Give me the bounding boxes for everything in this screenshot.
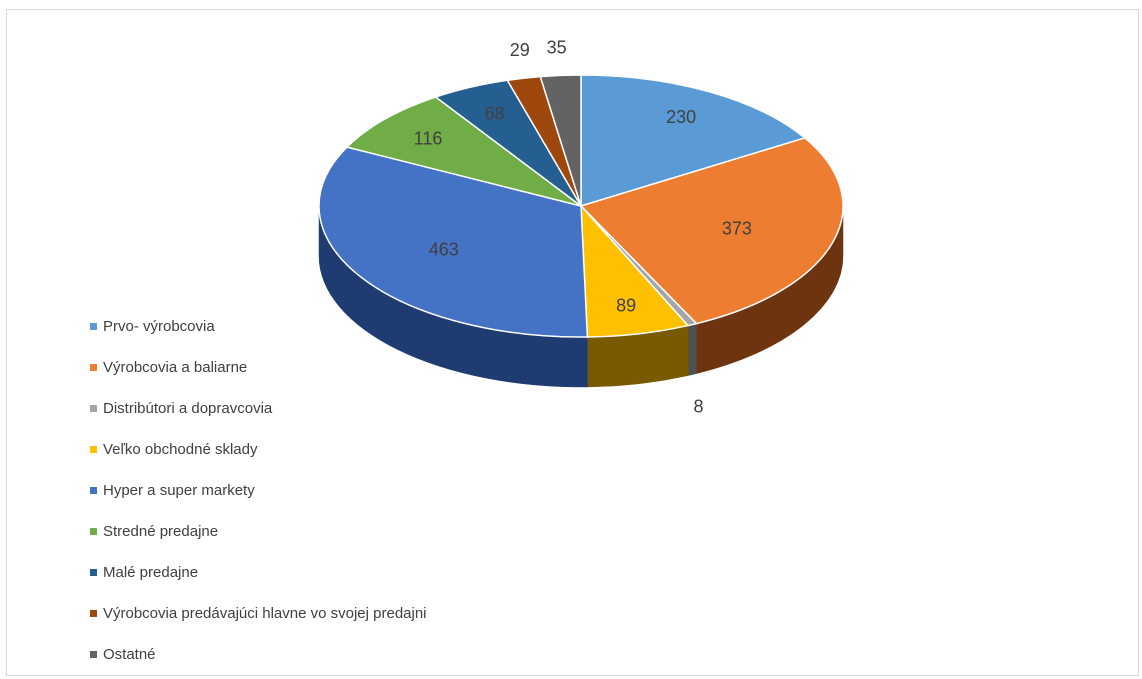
data-labels: 230 373 8 89 463 116 68 29 35	[414, 37, 752, 416]
legend-item: Ostatné	[90, 634, 427, 675]
legend-label: Hyper a super markety	[103, 482, 255, 499]
pie-slice-8	[539, 74, 582, 207]
pie-slice-4	[318, 146, 589, 338]
legend-label: Ostatné	[103, 646, 156, 663]
legend-swatch	[90, 610, 97, 617]
pie-slice-1	[579, 137, 844, 325]
data-label-7: 29	[510, 40, 530, 60]
data-label-1: 373	[722, 219, 752, 239]
legend-swatch	[90, 364, 97, 371]
legend-label: Výrobcovia predávajúci hlavne vo svojej …	[103, 605, 427, 622]
data-label-6: 68	[485, 103, 505, 123]
data-label-8: 35	[547, 37, 567, 57]
legend-item: Prvo- výrobcovia	[90, 306, 427, 347]
legend-label: Distribútori a dopravcovia	[103, 400, 273, 417]
pie-sides	[318, 205, 844, 388]
legend-label: Malé predajne	[103, 564, 199, 581]
legend-item: Stredné predajne	[90, 511, 427, 552]
legend: Prvo- výrobcovia Výrobcovia a baliarne Dis…	[90, 306, 427, 675]
legend-item: Výrobcovia a baliarne	[90, 347, 427, 388]
pie-slice-0	[580, 74, 807, 208]
legend-swatch	[90, 405, 97, 412]
legend-label: Výrobcovia a baliarne	[103, 359, 248, 376]
legend-item: Distribútori a dopravcovia	[90, 388, 427, 429]
pie-tops	[318, 74, 844, 338]
legend-label: Veľko obchodné sklady	[103, 441, 258, 458]
legend-swatch	[90, 651, 97, 658]
legend-swatch	[90, 487, 97, 494]
legend-item: Malé predajne	[90, 552, 427, 593]
data-label-5: 116	[414, 128, 443, 148]
legend-label: Stredné predajne	[103, 523, 219, 540]
legend-item: Hyper a super markety	[90, 470, 427, 511]
legend-swatch	[90, 569, 97, 576]
data-label-2: 8	[693, 397, 703, 417]
legend-label: Prvo- výrobcovia	[103, 318, 215, 335]
legend-item: Výrobcovia predávajúci hlavne vo svojej …	[90, 593, 427, 634]
legend-swatch	[90, 323, 97, 330]
legend-item: Veľko obchodné sklady	[90, 429, 427, 470]
pie-slice-5	[345, 96, 582, 207]
data-label-3: 89	[616, 296, 636, 316]
legend-swatch	[90, 446, 97, 453]
legend-swatch	[90, 528, 97, 535]
data-label-4: 463	[429, 239, 459, 259]
pie-slice-side-2	[687, 323, 697, 376]
data-label-0: 230	[666, 107, 696, 127]
